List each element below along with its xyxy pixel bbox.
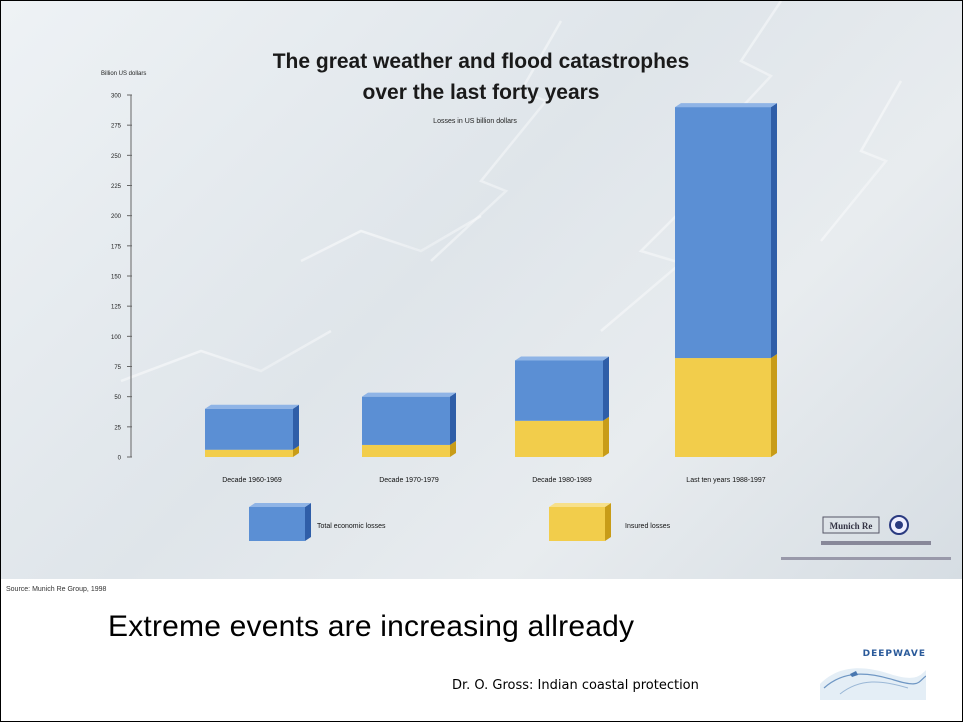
- y-tick-label: 0: [118, 456, 122, 462]
- bar-total-side-3: [603, 356, 609, 421]
- bar-total-top-1: [205, 404, 299, 409]
- deepwave-logo: DEEPWAVE: [820, 644, 927, 700]
- y-tick-label: 150: [111, 275, 122, 281]
- y-tick-label: 50: [114, 395, 121, 401]
- bar-total-1: [205, 408, 293, 450]
- bar-insured-side-2: [450, 440, 456, 457]
- footer-credit: Dr. O. Gross: Indian coastal protection: [452, 678, 699, 693]
- y-tick-label: 225: [111, 184, 122, 190]
- chart-note: Losses in US billion dollars: [433, 118, 517, 125]
- chart-title: The great weather and flood catastrophes: [273, 50, 690, 73]
- y-tick-label: 275: [111, 124, 122, 130]
- chart-subtitle: over the last forty years: [363, 81, 600, 104]
- legend-label-insured: Insured losses: [625, 523, 671, 530]
- y-axis-label: Billion US dollars: [101, 71, 146, 77]
- source-note: Source: Munich Re Group, 1998: [6, 586, 107, 593]
- bar-total-top-3: [515, 356, 609, 361]
- y-tick-label: 300: [111, 94, 122, 100]
- bar-total-top-2: [362, 392, 456, 397]
- bar-insured-side-4: [771, 354, 777, 457]
- y-tick-label: 125: [111, 305, 122, 311]
- bars: [205, 103, 777, 457]
- legend-label-total: Total economic losses: [317, 523, 386, 530]
- bar-total-top-4: [675, 103, 777, 108]
- x-tick-label: Last ten years 1988-1997: [686, 477, 765, 484]
- deepwave-logo-graphic: [820, 644, 927, 700]
- legend-swatch-insured: [549, 503, 611, 541]
- legend: Total economic losses Insured losses: [249, 503, 671, 541]
- bar-total-2: [362, 396, 450, 445]
- y-tick-label: 175: [111, 244, 122, 250]
- chart-image: The great weather and flood catastrophes…: [1, 1, 962, 579]
- bar-total-4: [675, 107, 771, 359]
- bar-total-side-4: [771, 103, 777, 359]
- y-tick-label: 250: [111, 154, 122, 160]
- bar-chart: The great weather and flood catastrophes…: [101, 1, 951, 560]
- bar-insured-3: [515, 420, 603, 457]
- bar-total-side-2: [450, 392, 456, 445]
- bar-total-side-1: [293, 404, 299, 450]
- y-tick-label: 200: [111, 214, 122, 220]
- bar-total-3: [515, 360, 603, 421]
- bar-insured-1: [205, 449, 293, 457]
- bar-insured-4: [675, 358, 771, 457]
- bar-insured-side-1: [293, 445, 299, 457]
- y-tick-label: 100: [111, 335, 122, 341]
- deepwave-logo-text: DEEPWAVE: [862, 649, 926, 659]
- x-tick-label: Decade 1970-1979: [379, 477, 439, 484]
- munich-re-logo-text: Munich Re: [830, 521, 873, 531]
- y-tick-label: 25: [114, 425, 121, 431]
- slide-caption: Extreme events are increasing allready: [108, 610, 635, 643]
- legend-swatch-total: [249, 503, 311, 541]
- x-tick-label: Decade 1980-1989: [532, 477, 592, 484]
- munich-re-logo: Munich Re: [781, 515, 951, 560]
- x-axis-labels: Decade 1960-1969 Decade 1970-1979 Decade 1…: [222, 477, 766, 484]
- bar-insured-2: [362, 444, 450, 457]
- bar-insured-side-3: [603, 416, 609, 457]
- x-tick-label: Decade 1960-1969: [222, 477, 282, 484]
- y-tick-label: 75: [114, 365, 121, 371]
